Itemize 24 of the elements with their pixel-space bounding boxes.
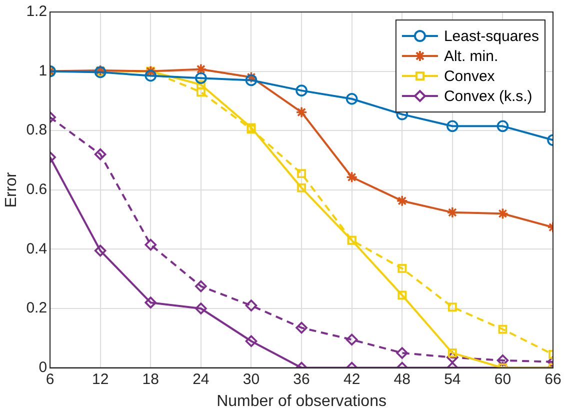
y-tick-label: 0.2 — [26, 300, 48, 317]
x-tick-label: 54 — [444, 370, 461, 388]
y-tick-label: 1.2 — [26, 3, 48, 20]
y-axis-title: Error — [3, 171, 20, 208]
y-tick-label: 1 — [38, 62, 48, 80]
x-tick-label: 18 — [142, 370, 159, 388]
y-tick-label: 0.8 — [26, 122, 48, 139]
y-tick-label: 0.6 — [26, 181, 48, 198]
legend-label: Alt. min. — [444, 48, 498, 66]
x-tick-label: 24 — [192, 370, 210, 388]
x-tick-label: 60 — [494, 370, 512, 388]
x-tick-label: 42 — [343, 370, 360, 388]
x-tick-label: 66 — [544, 370, 562, 388]
legend-label: Convex — [444, 68, 496, 86]
y-tick-label: 0 — [38, 358, 48, 376]
x-tick-label: 30 — [242, 370, 260, 388]
y-tick-label: 0.4 — [26, 240, 48, 258]
x-tick-label: 12 — [92, 370, 109, 388]
x-tick-label: 6 — [46, 370, 54, 388]
x-tick-label: 48 — [394, 370, 410, 388]
x-axis-title: Number of observations — [216, 392, 386, 410]
legend-label: Convex (k.s.) — [444, 88, 532, 106]
legend-label: Least-squares — [444, 28, 540, 46]
x-tick-label: 36 — [293, 370, 310, 388]
